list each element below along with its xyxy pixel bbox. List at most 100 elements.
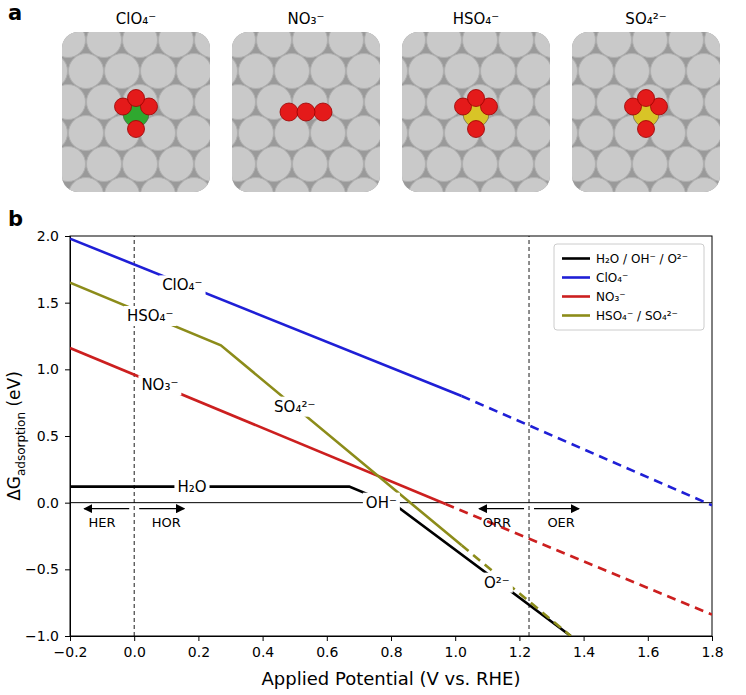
surface-atom: [687, 116, 721, 151]
region-label: ORR: [483, 515, 511, 530]
region-label: HER: [89, 515, 116, 530]
potential-line: [529, 236, 530, 636]
x-tick-mark: [391, 636, 392, 641]
y-tick-mark: [65, 503, 70, 504]
surface-atom: [687, 54, 721, 89]
structure-label: ClO₄⁻: [116, 10, 156, 28]
surface-atom: [62, 54, 68, 89]
surface-atom: [62, 85, 86, 120]
oxygen-atom: [128, 121, 145, 138]
x-tick: 1.4: [573, 636, 595, 660]
surface-atom: [481, 178, 516, 193]
y-axis-title-part: adsorption: [14, 412, 28, 476]
y-tick: −0.5: [25, 561, 70, 577]
surface-atom: [705, 147, 721, 182]
y-tick-label: 0.0: [37, 495, 59, 511]
series-line: [446, 504, 712, 615]
surface-atom: [402, 178, 408, 193]
surface-atom: [445, 54, 480, 89]
x-tick-mark: [584, 636, 585, 641]
annotation: HSO₄⁻: [127, 307, 174, 325]
series-line: [462, 396, 712, 505]
surface-atom: [365, 147, 381, 182]
oxygen-atom: [468, 121, 485, 138]
surface-atom: [633, 147, 668, 182]
surface-atom: [409, 178, 444, 193]
x-tick: 0.8: [380, 636, 402, 660]
y-tick-label: 2.0: [37, 228, 59, 244]
series-line: [70, 487, 571, 636]
annotation: NO₃⁻: [141, 376, 178, 394]
annotation: SO₄²⁻: [274, 398, 315, 416]
x-tick: 0.2: [188, 636, 210, 660]
structure-tile: [62, 32, 210, 192]
surface-atom: [499, 32, 534, 58]
series-line: [70, 283, 462, 546]
surface-atom: [651, 178, 686, 193]
surface-atom: [239, 116, 274, 151]
surface-atom: [517, 116, 551, 151]
surface-atom: [535, 85, 551, 120]
y-tick-label: 1.0: [37, 361, 59, 377]
structure-tile: [402, 32, 550, 192]
surface-atom: [87, 147, 122, 182]
annotation-background: [363, 493, 400, 513]
surface-atom: [427, 147, 462, 182]
y-tick-mark: [65, 303, 70, 304]
surface-atom: [535, 147, 551, 182]
surface-atom: [87, 32, 122, 58]
surface-atom: [293, 32, 328, 58]
annotation-background: [124, 306, 177, 326]
oxygen-atom: [314, 103, 332, 121]
x-tick: 1.2: [509, 636, 531, 660]
structure-label: SO₄²⁻: [625, 10, 666, 28]
oxygen-atom: [128, 90, 145, 107]
surface-atom: [105, 178, 140, 193]
surface-atom: [232, 85, 256, 120]
surface-atom: [687, 178, 721, 193]
x-tick-label: 0.8: [380, 644, 402, 660]
series-line: [70, 348, 446, 504]
y-tick-mark: [65, 569, 70, 570]
region-arrow: [139, 508, 184, 509]
surface-atom: [409, 116, 444, 151]
surface-atom: [633, 32, 668, 58]
x-tick: 1.0: [445, 636, 467, 660]
surface-atom: [62, 116, 68, 151]
x-tick-label: 0.2: [188, 644, 210, 660]
surface-atom: [311, 54, 346, 89]
surface-atom: [365, 85, 381, 120]
region-arrow: [84, 508, 129, 509]
surface-atom: [572, 147, 596, 182]
legend-label: HSO₄⁻ / SO₄²⁻: [596, 309, 678, 323]
surface-atom: [275, 54, 310, 89]
figure: abClO₄⁻NO₃⁻HSO₄⁻SO₄²⁻−0.20.00.20.40.60.8…: [0, 0, 746, 695]
surface-atom: [232, 116, 238, 151]
x-tick-mark: [519, 636, 520, 641]
region-label: HOR: [152, 515, 181, 530]
surface-atom: [311, 116, 346, 151]
surface-atom: [572, 178, 578, 193]
y-axis-title-part: ΔG: [4, 476, 24, 501]
surface-atom: [69, 116, 104, 151]
surface-atom: [402, 85, 426, 120]
surface-atom: [62, 147, 86, 182]
annotation: O²⁻: [484, 574, 510, 592]
surface-atom: [329, 85, 364, 120]
surface-atom: [105, 54, 140, 89]
surface-atom: [239, 54, 274, 89]
surface-atom: [329, 32, 364, 58]
y-tick-label: 1.5: [37, 295, 59, 311]
surface-atom: [669, 32, 704, 58]
surface-atom: [232, 147, 256, 182]
annotation-background: [271, 397, 318, 417]
oxygen-atom: [280, 103, 298, 121]
surface-atom: [141, 54, 176, 89]
x-tick-label: 1.4: [573, 644, 595, 660]
y-tick: 2.0: [37, 228, 70, 244]
annotation-background: [174, 477, 209, 497]
y-axis: −1.0−0.50.00.51.01.52.0: [25, 228, 71, 644]
surface-atom: [311, 178, 346, 193]
legend-swatch: [562, 276, 590, 279]
surface-atom: [481, 54, 516, 89]
